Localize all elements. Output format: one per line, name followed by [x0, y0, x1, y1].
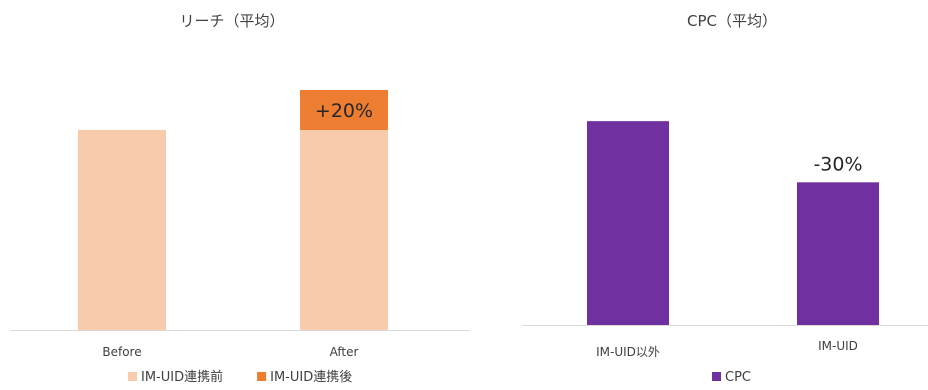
legend-swatch [128, 372, 137, 381]
x-tick-label: After [330, 345, 359, 359]
bar-1-1 [587, 121, 669, 326]
bar-1-2 [300, 130, 388, 330]
data-label: +20% [315, 100, 373, 122]
bar-1-1 [78, 130, 166, 330]
bar-1-2 [797, 182, 879, 325]
cpc-chart: CPC（平均） -30% IM-UID以外 IM-UID CPC [522, 12, 928, 385]
x-tick-label: IM-UID [818, 339, 858, 353]
legend-swatch [257, 372, 267, 381]
legend-swatch [712, 372, 721, 381]
legend-label: CPC [725, 370, 751, 385]
data-label: -30% [813, 153, 862, 175]
legend-label: IM-UID連携後 [270, 369, 352, 385]
legend-label: IM-UID連携前 [141, 369, 223, 385]
x-tick-label: Before [102, 345, 141, 359]
bar-2-2 [300, 90, 388, 130]
chart-title: CPC（平均） [687, 12, 777, 30]
chart-title: リーチ（平均） [179, 12, 284, 30]
x-tick-label: IM-UID以外 [596, 345, 660, 359]
reach-chart: リーチ（平均） +20% Before After IM-UID連携前 IM-UID連携後 [10, 12, 470, 385]
